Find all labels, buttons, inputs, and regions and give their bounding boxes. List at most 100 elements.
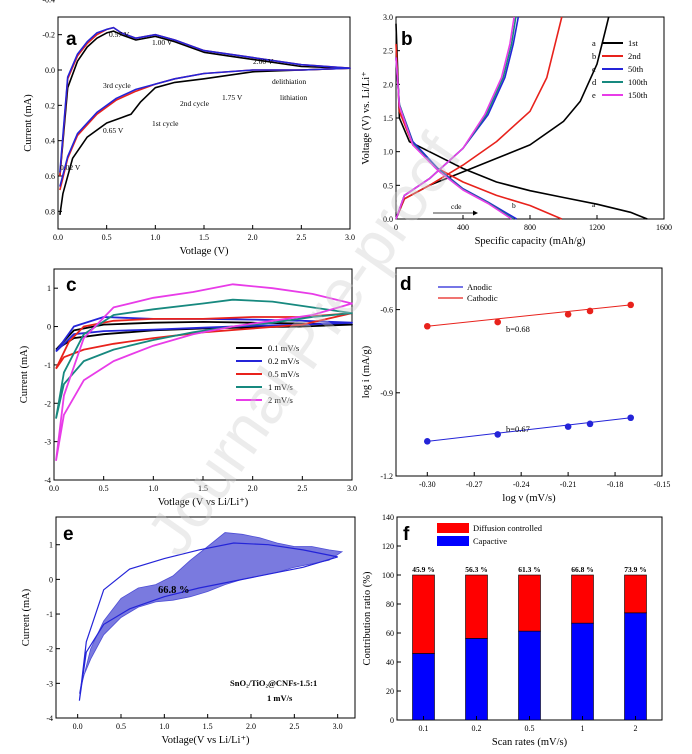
annotation: 1st cycle <box>152 119 179 128</box>
bar-capacitive <box>624 612 647 721</box>
series-line <box>395 23 648 220</box>
x-tick-label: 1.5 <box>203 722 213 731</box>
data-point <box>423 322 431 330</box>
x-axis-label: Votlage(V vs Li/Li⁺) <box>162 735 250 746</box>
data-label: 66.8 % <box>571 565 594 574</box>
series-line <box>55 298 353 419</box>
data-point <box>423 438 431 445</box>
annotation: 0.57 V <box>109 30 130 39</box>
x-tick-label: 2.5 <box>297 484 307 493</box>
bar-diffusion <box>518 574 541 632</box>
panel-label-f: f <box>403 524 410 545</box>
y-tick-label: 140 <box>382 513 394 522</box>
data-label: 73.9 % <box>624 565 647 574</box>
legend-label: 50th <box>628 64 644 74</box>
fit-line <box>427 304 631 327</box>
legend-label: 0.2 mV/s <box>268 356 299 366</box>
y-tick-label: 2.0 <box>383 80 393 89</box>
y-tick-label: -4 <box>44 476 51 485</box>
x-tick-label: 0.0 <box>49 484 59 493</box>
bar-capacitive <box>518 630 541 721</box>
x-tick-label: 1.5 <box>198 484 208 493</box>
y-tick-label: 0.4 <box>45 137 55 146</box>
x-tick-label: 1 <box>581 724 585 733</box>
x-tick-label: 1600 <box>656 223 672 232</box>
percent-label: 66.8 % <box>158 585 190 596</box>
series-line <box>59 26 351 187</box>
y-tick-label: 80 <box>386 600 394 609</box>
x-tick-label: 3.0 <box>345 233 355 242</box>
data-point <box>586 420 594 428</box>
panel-label-d: d <box>400 274 412 295</box>
y-tick-label: -0.6 <box>380 306 393 315</box>
y-axis-label: Current (mA) <box>19 345 30 403</box>
y-tick-label: 3.0 <box>383 13 393 22</box>
series-line <box>55 316 353 353</box>
bar-diffusion <box>465 574 488 639</box>
panel-label-a: a <box>66 29 77 50</box>
legend-label: 0.1 mV/s <box>268 343 299 353</box>
annotation: cde <box>451 202 462 211</box>
data-point <box>564 423 572 430</box>
data-point <box>627 301 635 309</box>
annotation: 0.02 V <box>60 163 81 172</box>
fit-label: b=0.68 <box>506 324 530 334</box>
y-tick-label: -0.4 <box>42 0 55 4</box>
y-tick-label: -0.2 <box>42 31 55 40</box>
annotation: delithiation <box>272 77 306 86</box>
x-tick-label: -0.30 <box>419 480 436 489</box>
legend-swatch <box>437 523 469 533</box>
x-tick-label: 2 <box>634 724 638 733</box>
x-axis-label: log ν (mV/s) <box>502 493 556 504</box>
x-tick-label: -0.21 <box>560 480 577 489</box>
y-axis-label: Current (mA) <box>23 94 34 152</box>
panel-label-b: b <box>401 29 413 50</box>
annotation: 2nd cycle <box>180 99 210 108</box>
cde-arrowhead <box>473 210 478 216</box>
sample-label: SnO₂/TiO₂@CNFs-1.5:1 <box>230 678 317 688</box>
legend-label: 2nd <box>628 51 642 61</box>
x-tick-label: 400 <box>457 223 469 232</box>
series-line <box>59 30 351 216</box>
watermark: Journal Pre-proof <box>132 122 475 569</box>
annotation: a <box>592 200 596 209</box>
x-tick-label: 0.2 <box>472 724 482 733</box>
y-tick-label: -0.9 <box>380 389 393 398</box>
data-label: 61.3 % <box>518 565 541 574</box>
bar-capacitive <box>412 653 435 721</box>
x-tick-label: -0.27 <box>466 480 483 489</box>
legend-label: Anodic <box>467 282 492 292</box>
x-tick-label: 2.0 <box>248 484 258 493</box>
data-label: 45.9 % <box>412 565 435 574</box>
x-axis-label: Votlage (V vs Li/Li⁺) <box>158 497 249 508</box>
annotation: lithiation <box>280 93 307 102</box>
x-tick-label: -0.15 <box>654 480 671 489</box>
legend-label: 150th <box>628 90 648 100</box>
y-axis-label: log i (mA/g) <box>361 345 372 398</box>
x-tick-label: 0.0 <box>73 722 83 731</box>
y-tick-label: 1.5 <box>383 114 393 123</box>
y-tick-label: 100 <box>382 571 394 580</box>
y-tick-label: -3 <box>44 438 51 447</box>
series-line <box>395 43 563 220</box>
plot-frame-a <box>57 16 351 230</box>
x-tick-label: 1.0 <box>150 233 160 242</box>
legend-label: 1 mV/s <box>268 382 293 392</box>
y-tick-label: 2.5 <box>383 47 393 56</box>
data-point <box>494 318 502 326</box>
x-axis-label: Votlage (V) <box>179 246 229 257</box>
bar-diffusion <box>571 574 594 624</box>
fit-line <box>427 417 631 442</box>
capacitive-area <box>79 532 344 694</box>
series-line <box>78 542 338 701</box>
annotation: 3rd cycle <box>103 81 131 90</box>
y-tick-label: 0.0 <box>45 66 55 75</box>
x-tick-label: 1.5 <box>199 233 209 242</box>
data-point <box>494 431 502 438</box>
y-axis-label: Contribution ratio (%) <box>362 571 373 665</box>
x-tick-label: 2.0 <box>246 722 256 731</box>
x-axis-label: Scan rates (mV/s) <box>492 737 568 748</box>
plot-frame-d <box>395 267 663 477</box>
x-tick-label: 1.0 <box>159 722 169 731</box>
y-tick-label: 0.6 <box>45 172 55 181</box>
